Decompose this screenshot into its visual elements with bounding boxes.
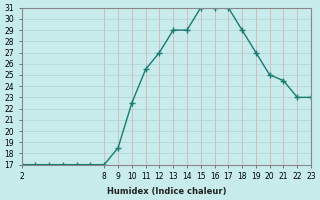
X-axis label: Humidex (Indice chaleur): Humidex (Indice chaleur)	[107, 187, 226, 196]
